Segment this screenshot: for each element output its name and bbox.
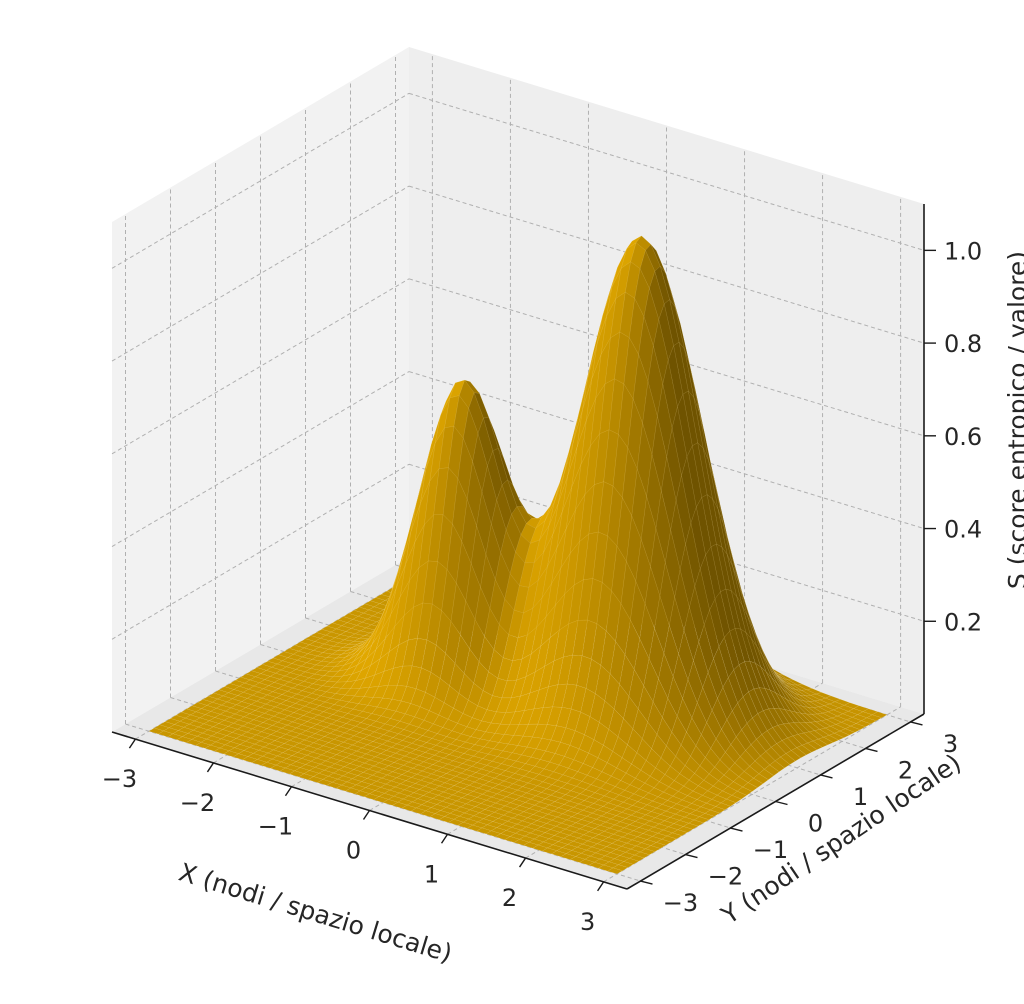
y-tick-mark	[730, 827, 743, 832]
surface-facet	[763, 764, 780, 777]
y-tick-mark	[640, 880, 653, 885]
x-tick-label: −2	[180, 789, 215, 817]
grid-line-z	[111, 278, 410, 455]
x-tick-mark	[284, 786, 293, 797]
surface-facet	[769, 760, 785, 773]
surface-facet	[644, 845, 661, 852]
surface-facet	[617, 861, 634, 868]
surface-facet	[736, 786, 753, 796]
y-tick-mark	[775, 800, 788, 806]
x-tick-label: 2	[502, 884, 517, 912]
y-tick-label: 0	[808, 810, 823, 838]
surface-facet	[850, 723, 867, 730]
surface-facet	[655, 838, 672, 846]
y-tick-label: −1	[753, 836, 788, 864]
grid-line-z	[111, 185, 410, 362]
z-tick-label: 0.6	[944, 423, 982, 451]
z-tick-label: 0.8	[944, 330, 982, 358]
x-tick-mark	[440, 833, 449, 844]
surface-facet	[796, 744, 812, 756]
y-tick-label: −2	[708, 863, 743, 891]
z-tick-label: 1.0	[944, 237, 982, 265]
surface-facet	[747, 777, 764, 788]
surface-facet	[866, 714, 883, 722]
y-tick-mark	[820, 774, 833, 779]
y-tick-mark	[910, 721, 923, 726]
surface-facet	[661, 835, 678, 843]
surface-facet	[650, 842, 667, 849]
surface-facet	[742, 782, 758, 792]
surface-facet	[612, 864, 629, 871]
x-tick-mark	[206, 762, 215, 773]
grid-line-z	[408, 92, 925, 251]
surface-facet	[639, 848, 656, 856]
x-tick-mark	[128, 738, 136, 749]
y-tick-mark	[865, 747, 878, 753]
surface-facet	[607, 867, 624, 875]
x-tick-mark	[362, 810, 371, 820]
x-tick-label: 3	[580, 908, 595, 936]
surface-facet	[688, 819, 705, 827]
x-tick-label: −1	[258, 813, 293, 841]
axes	[111, 204, 936, 892]
grid-line-x	[603, 706, 901, 883]
x-tick-mark	[597, 881, 605, 892]
z-axis-label: S (score entropico / valore)	[1003, 251, 1024, 589]
y-tick-label: 1	[853, 783, 868, 811]
surface-facet	[671, 829, 688, 836]
surface-facet	[677, 826, 694, 833]
surface-facet	[731, 790, 748, 800]
grid-line-z	[111, 92, 410, 269]
y-tick-label: 3	[943, 730, 958, 758]
grid-line-z	[111, 463, 410, 640]
z-tick-label: 0.2	[944, 608, 982, 636]
x-tick-label: 1	[424, 860, 439, 888]
y-tick-label: −3	[663, 889, 698, 917]
surface-facet	[758, 768, 775, 781]
tick-labels: −3 −2 −1 0 1 2 3 −3 −2 −1 0 1 2 3 0.2 0.4 0.6 0.8 1.0	[102, 237, 982, 936]
x-tick-mark	[518, 857, 527, 868]
surface-facet	[704, 809, 721, 817]
grid-line-z	[408, 185, 925, 344]
surface-facet	[623, 858, 640, 865]
surface-facet	[682, 822, 699, 830]
surface-facet	[774, 756, 791, 769]
x-axis-label: X (nodi / spazio locale)	[175, 857, 455, 968]
x-tick-label: −3	[102, 765, 137, 793]
y-tick-mark	[685, 853, 698, 859]
surface-plot	[148, 235, 888, 875]
grid-line-z	[111, 371, 410, 547]
x-tick-label: 0	[346, 837, 361, 865]
y-tick-label: 2	[898, 756, 913, 784]
surface-facet	[634, 851, 651, 859]
z-tick-label: 0.4	[944, 516, 982, 544]
surface-facet	[785, 750, 802, 762]
surface-facet	[823, 735, 840, 743]
